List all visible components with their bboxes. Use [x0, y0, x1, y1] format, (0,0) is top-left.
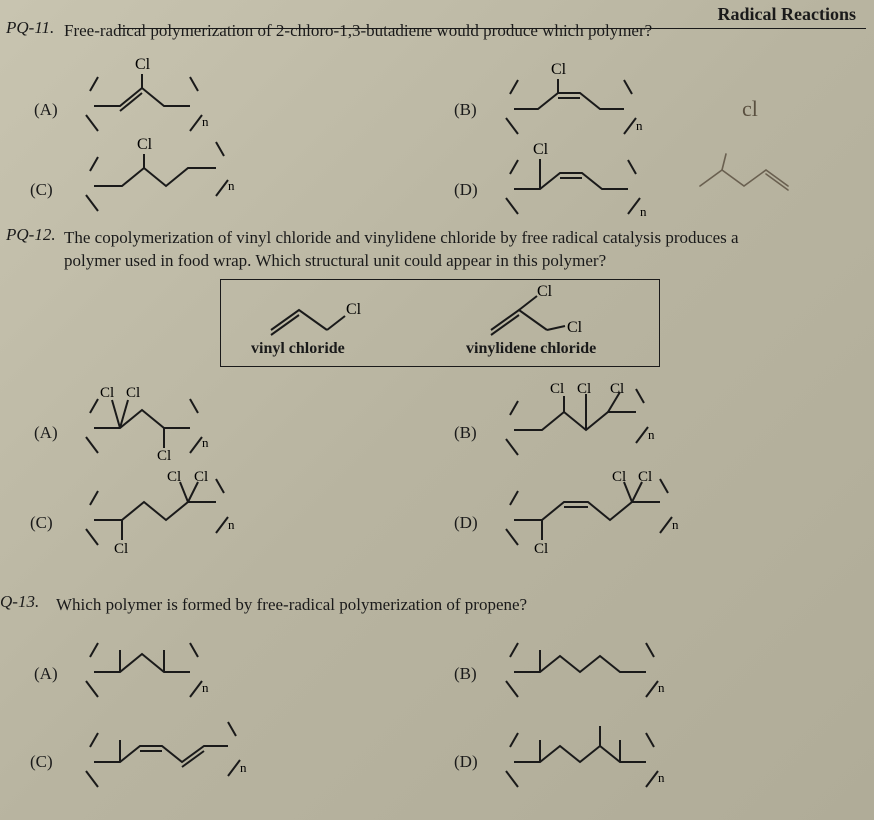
q11-hand-sketch	[690, 138, 820, 213]
cl-label: Cl	[346, 301, 362, 318]
q11-structure-d: Cl n	[492, 136, 672, 231]
q12-opt-a-label: (A)	[34, 423, 58, 443]
q13-structure-c: n	[72, 712, 262, 797]
q13-label: Q-13.	[0, 592, 39, 612]
vinylidene-chloride-label: vinylidene chloride	[456, 336, 606, 362]
n-label: n	[640, 204, 647, 219]
n-label: n	[636, 118, 643, 133]
cl-label: Cl	[137, 136, 153, 153]
n-label: n	[658, 680, 665, 695]
q12-opt-b-label: (B)	[454, 423, 477, 443]
q11-opt-b-label: (B)	[454, 100, 477, 120]
cl-label: Cl	[157, 448, 171, 464]
q13-opt-a-label: (A)	[34, 664, 58, 684]
q12-text-line1: The copolymerization of vinyl chloride a…	[64, 228, 739, 247]
cl-label: Cl	[126, 385, 140, 401]
q13-opt-b-label: (B)	[454, 664, 477, 684]
q11-structure-b: Cl n	[492, 56, 662, 146]
cl-label: Cl	[610, 381, 624, 397]
vinyl-chloride-label: vinyl chloride	[241, 336, 355, 362]
q11-structure-a: Cl n	[72, 56, 232, 141]
q11-structure-c: Cl n	[72, 136, 252, 221]
q13-structure-b: n	[492, 622, 682, 707]
n-label: n	[228, 178, 235, 193]
q13-text: Which polymer is formed by free-radical …	[56, 594, 824, 617]
q12-monomer-box: Cl vinyl chloride Cl Cl vinylidene chlor…	[220, 279, 660, 367]
n-label: n	[240, 760, 247, 775]
q13-opt-d-label: (D)	[454, 752, 478, 772]
q11-opt-d-label: (D)	[454, 180, 478, 200]
q11-label: PQ-11.	[6, 18, 54, 38]
q12-structure-c: Cl Cl Cl n	[72, 465, 272, 570]
n-label: n	[202, 680, 209, 695]
cl-label: Cl	[534, 541, 548, 557]
cl-label: Cl	[638, 469, 652, 485]
cl-label: Cl	[551, 61, 567, 78]
cl-label: Cl	[550, 381, 564, 397]
cl-label: Cl	[537, 284, 553, 300]
q11-handnote: cl	[742, 96, 758, 122]
q12-text: The copolymerization of vinyl chloride a…	[64, 227, 824, 273]
cl-label: Cl	[194, 469, 208, 485]
n-label: n	[202, 435, 209, 450]
n-label: n	[202, 114, 209, 129]
n-label: n	[648, 427, 655, 442]
cl-label: Cl	[533, 141, 549, 158]
q12-text-line2: polymer used in food wrap. Which structu…	[64, 251, 606, 270]
q12-structure-a: Cl Cl Cl n	[72, 375, 242, 470]
n-label: n	[672, 517, 679, 532]
n-label: n	[658, 770, 665, 785]
cl-label: Cl	[612, 469, 626, 485]
cl-label: Cl	[114, 541, 128, 557]
q12-opt-d-label: (D)	[454, 513, 478, 533]
n-label: n	[228, 517, 235, 532]
q12-opt-c-label: (C)	[30, 513, 53, 533]
q13-opt-c-label: (C)	[30, 752, 53, 772]
q11-text: Free-radical polymerization of 2-chloro-…	[64, 20, 824, 43]
q11-opt-c-label: (C)	[30, 180, 53, 200]
cl-label: Cl	[577, 381, 591, 397]
q11-opt-a-label: (A)	[34, 100, 58, 120]
cl-label: Cl	[100, 385, 114, 401]
q12-structure-d: Cl Cl Cl n	[492, 465, 702, 570]
q13-structure-a: n	[72, 622, 242, 707]
q12-label: PQ-12.	[6, 225, 56, 245]
cl-label: Cl	[167, 469, 181, 485]
q12-structure-b: Cl Cl Cl n	[492, 375, 692, 470]
cl-label: Cl	[135, 56, 151, 73]
q13-structure-d: n	[492, 712, 682, 797]
cl-label: Cl	[567, 319, 583, 336]
